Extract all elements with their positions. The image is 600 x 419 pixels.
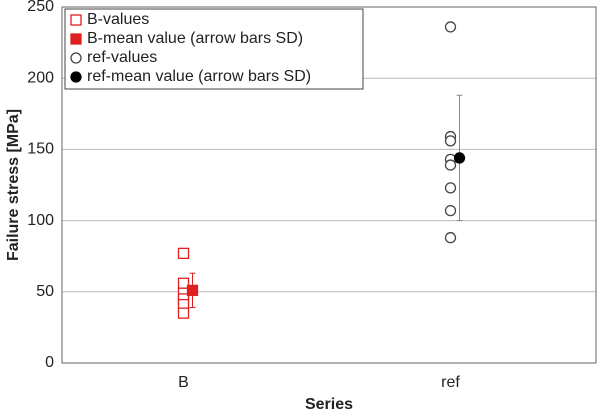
legend-marker [70, 71, 82, 83]
legend-label: B-values [87, 11, 149, 28]
point [444, 135, 457, 147]
point [444, 232, 457, 244]
x-tick-label: B [178, 374, 189, 391]
y-tick-label: 200 [27, 69, 54, 86]
y-tick-label: 0 [45, 354, 54, 371]
x-tick-label: ref [441, 374, 460, 391]
y-tick-label: 150 [27, 141, 54, 158]
y-tick-label: 250 [27, 0, 54, 15]
point [177, 247, 190, 260]
point [444, 21, 457, 33]
point [186, 284, 199, 297]
legend-box [64, 8, 364, 90]
legend-label: ref-mean value (arrow bars SD) [87, 68, 311, 85]
point [177, 307, 190, 319]
plot-border [61, 6, 597, 364]
legend-label: B-mean value (arrow bars SD) [87, 30, 303, 47]
point [444, 182, 457, 194]
legend-marker [70, 52, 82, 64]
point [453, 152, 466, 164]
legend-label: ref-values [87, 49, 157, 66]
legend-marker [70, 14, 82, 26]
y-tick-label: 50 [36, 283, 54, 300]
legend-marker [70, 33, 82, 45]
y-axis-title: Failure stress [MPa] [5, 109, 22, 261]
x-axis-title: Series [305, 396, 353, 413]
point [444, 204, 457, 217]
y-tick-label: 100 [27, 212, 54, 229]
point [444, 159, 457, 171]
